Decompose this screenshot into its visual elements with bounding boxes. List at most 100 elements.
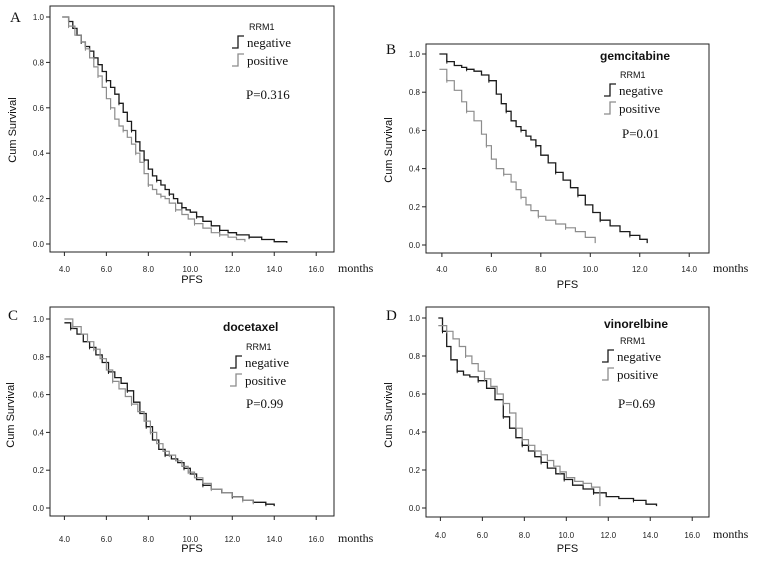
legend-label-negative: negative xyxy=(245,355,289,370)
chart-title: vinorelbine xyxy=(604,317,668,331)
y-tick-label: 1.0 xyxy=(33,315,45,324)
x-axis-label: PFS xyxy=(181,274,202,286)
x-tick-label: 6.0 xyxy=(477,531,489,540)
x-axis-label: PFS xyxy=(557,543,578,555)
panel-a: A 0.0 0.2 0.4 0.6 0.8 1.0 4.0 6.0 8.0 10.0 12.0 14.0… xyxy=(7,5,374,286)
x-tick-label: 8.0 xyxy=(519,531,531,540)
x-tick-label: 10.0 xyxy=(183,535,199,544)
x-tick-label: 14.0 xyxy=(642,531,658,540)
series-line-negative xyxy=(64,322,275,507)
legend-title: RRM1 xyxy=(620,70,646,80)
legend-label-positive: positive xyxy=(619,101,660,116)
x-tick-label: 14.0 xyxy=(266,535,282,544)
legend-label-positive: positive xyxy=(245,373,286,388)
x-tick-label: 4.0 xyxy=(59,265,71,274)
p-value-annotation: P=0.99 xyxy=(246,396,283,411)
x-tick-label: 4.0 xyxy=(59,535,71,544)
x-tick-label: 14.0 xyxy=(681,265,697,274)
x-axis-unit: months xyxy=(713,261,749,275)
y-tick-label: 0.6 xyxy=(33,391,45,400)
y-tick-label: 0.2 xyxy=(33,466,45,475)
chart-title: gemcitabine xyxy=(600,49,670,63)
x-tick-label: 8.0 xyxy=(143,535,155,544)
x-axis-unit: months xyxy=(338,531,374,545)
y-tick-label: 0.2 xyxy=(409,203,421,212)
y-tick-label: 0.0 xyxy=(409,504,421,513)
y-tick-label: 0.8 xyxy=(33,353,45,362)
x-tick-label: 10.0 xyxy=(559,531,575,540)
x-tick-label: 16.0 xyxy=(684,531,700,540)
series-line-negative xyxy=(438,317,658,507)
x-tick-label: 16.0 xyxy=(308,535,324,544)
y-tick-label: 0.4 xyxy=(409,165,421,174)
y-axis-label: Cum Survival xyxy=(383,382,395,447)
y-tick-label: 0.6 xyxy=(33,104,45,113)
x-axis-label: PFS xyxy=(557,279,578,291)
x-tick-label: 4.0 xyxy=(436,265,448,274)
x-tick-label: 10.0 xyxy=(582,265,598,274)
series-line-positive xyxy=(438,325,601,507)
legend-label-negative: negative xyxy=(617,349,661,364)
legend-label-positive: positive xyxy=(247,53,288,68)
plot-frame xyxy=(49,5,335,253)
x-tick-label: 6.0 xyxy=(486,265,498,274)
legend-label-negative: negative xyxy=(619,83,663,98)
x-tick-label: 8.0 xyxy=(143,265,155,274)
y-axis-label: Cum Survival xyxy=(383,117,395,182)
x-tick-label: 12.0 xyxy=(600,531,616,540)
legend-swatch-positive xyxy=(602,367,614,381)
y-tick-label: 0.0 xyxy=(409,241,421,250)
y-tick-label: 0.4 xyxy=(33,149,45,158)
legend-swatch-negative xyxy=(232,35,244,49)
plot-frame xyxy=(425,43,710,254)
series-line-negative xyxy=(439,53,648,244)
y-tick-label: 0.8 xyxy=(409,88,421,97)
y-tick-label: 0.2 xyxy=(409,466,421,475)
y-tick-label: 0.4 xyxy=(33,428,45,437)
legend-title: RRM1 xyxy=(249,22,275,32)
p-value-annotation: P=0.316 xyxy=(246,87,290,102)
legend-swatch-positive xyxy=(604,101,616,115)
x-tick-label: 16.0 xyxy=(308,265,324,274)
y-tick-label: 1.0 xyxy=(409,314,421,323)
legend-swatch-positive xyxy=(230,373,242,387)
x-axis-unit: months xyxy=(338,261,374,275)
x-tick-label: 6.0 xyxy=(101,265,113,274)
panel-letter: C xyxy=(8,308,18,324)
p-value-annotation: P=0.69 xyxy=(618,396,655,411)
y-tick-label: 1.0 xyxy=(33,13,45,22)
plot-frame xyxy=(49,306,335,517)
y-tick-label: 0.8 xyxy=(33,58,45,67)
series-line-positive xyxy=(439,68,596,244)
legend: RRM1 negative positive xyxy=(230,342,289,388)
p-value-annotation: P=0.01 xyxy=(622,126,659,141)
y-tick-label: 0.8 xyxy=(409,352,421,361)
legend-title: RRM1 xyxy=(246,342,272,352)
y-tick-label: 0.6 xyxy=(409,390,421,399)
series-line-positive xyxy=(62,16,246,242)
legend-swatch-negative xyxy=(604,83,616,97)
legend-swatch-negative xyxy=(602,349,614,363)
y-tick-label: 0.0 xyxy=(33,240,45,249)
chart-title: docetaxel xyxy=(223,320,278,334)
y-axis-label: Cum Survival xyxy=(5,382,17,447)
series-line-negative xyxy=(62,16,288,243)
legend-title: RRM1 xyxy=(620,336,646,346)
x-tick-label: 12.0 xyxy=(224,535,240,544)
y-tick-label: 0.2 xyxy=(33,195,45,204)
x-tick-label: 8.0 xyxy=(535,265,547,274)
x-axis-label: PFS xyxy=(181,543,202,555)
y-tick-label: 0.4 xyxy=(409,428,421,437)
x-tick-label: 6.0 xyxy=(101,535,113,544)
x-tick-label: 12.0 xyxy=(224,265,240,274)
x-axis-unit: months xyxy=(713,527,749,541)
panel-letter: D xyxy=(386,308,397,324)
x-tick-label: 14.0 xyxy=(266,265,282,274)
y-tick-label: 0.6 xyxy=(409,126,421,135)
plot-frame xyxy=(425,306,710,518)
y-tick-label: 1.0 xyxy=(409,50,421,59)
